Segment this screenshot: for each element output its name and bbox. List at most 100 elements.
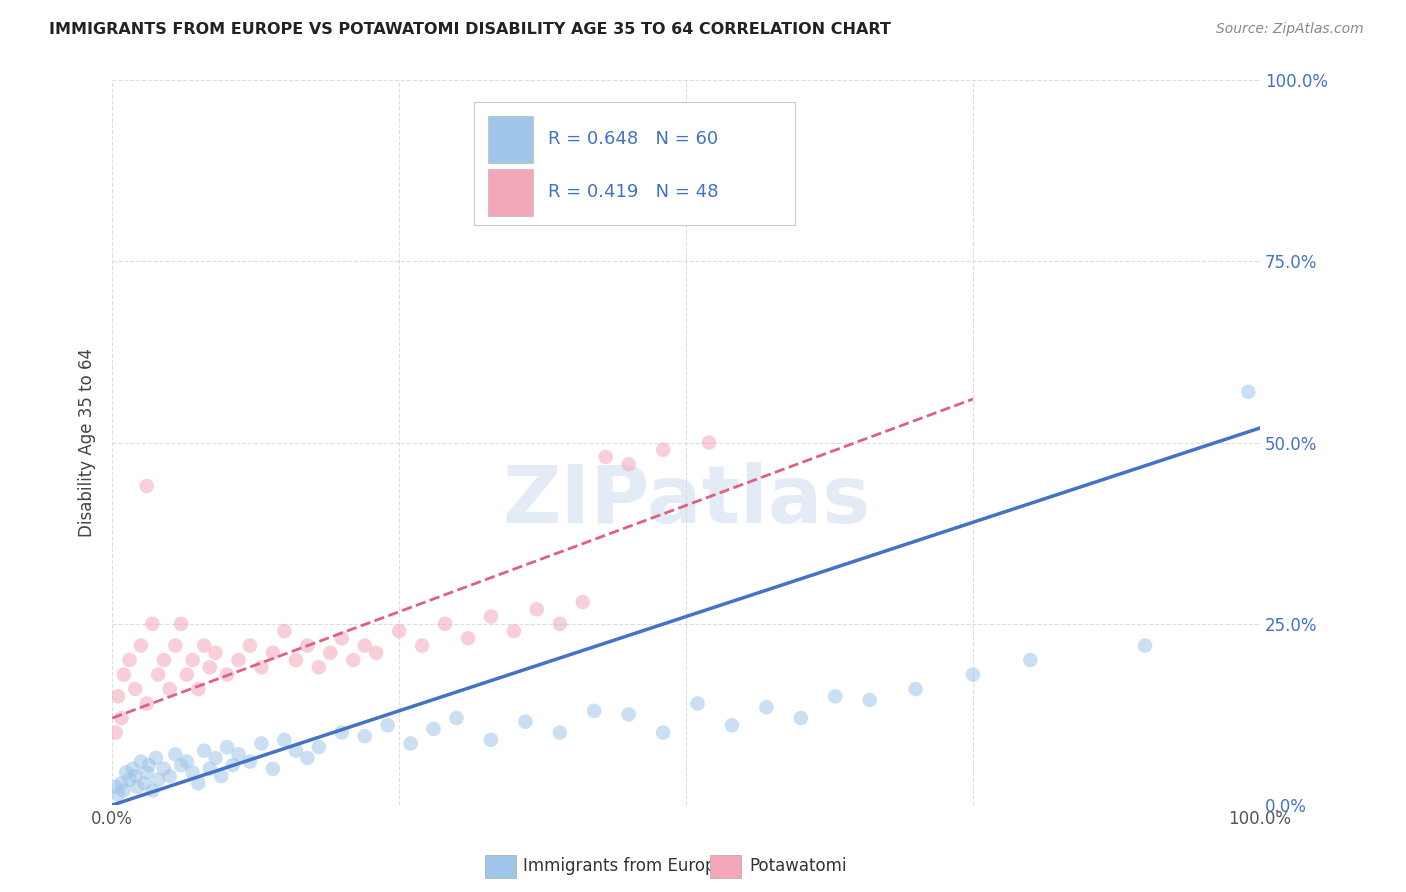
- Y-axis label: Disability Age 35 to 64: Disability Age 35 to 64: [79, 348, 96, 537]
- Point: [141, 783, 163, 797]
- Point: [135, 765, 157, 780]
- Point: [457, 632, 479, 646]
- Point: [297, 639, 319, 653]
- Point: [262, 646, 284, 660]
- Point: [187, 681, 209, 696]
- Point: [198, 660, 221, 674]
- Point: [193, 639, 215, 653]
- Point: [595, 450, 617, 464]
- Point: [330, 632, 353, 646]
- Point: [118, 772, 141, 787]
- Point: [129, 755, 152, 769]
- Text: Immigrants from Europe: Immigrants from Europe: [523, 857, 725, 875]
- Point: [342, 653, 364, 667]
- Point: [755, 700, 778, 714]
- Point: [526, 602, 548, 616]
- Point: [107, 787, 129, 801]
- Point: [176, 755, 198, 769]
- Point: [228, 653, 250, 667]
- Point: [686, 697, 709, 711]
- Point: [228, 747, 250, 762]
- Point: [135, 697, 157, 711]
- Point: [284, 744, 307, 758]
- Point: [112, 667, 135, 681]
- Point: [697, 435, 720, 450]
- Point: [239, 639, 262, 653]
- Point: [198, 762, 221, 776]
- Point: [1019, 653, 1042, 667]
- Point: [284, 653, 307, 667]
- Point: [859, 693, 882, 707]
- Point: [330, 725, 353, 739]
- Point: [193, 744, 215, 758]
- Text: Source: ZipAtlas.com: Source: ZipAtlas.com: [1216, 22, 1364, 37]
- Point: [110, 711, 132, 725]
- Point: [721, 718, 744, 732]
- Point: [239, 755, 262, 769]
- Point: [153, 653, 176, 667]
- Point: [583, 704, 606, 718]
- Point: [250, 660, 273, 674]
- Point: [904, 681, 927, 696]
- Point: [262, 762, 284, 776]
- Point: [141, 616, 163, 631]
- Point: [1237, 384, 1260, 399]
- Point: [107, 690, 129, 704]
- Point: [187, 776, 209, 790]
- Point: [215, 667, 238, 681]
- Point: [209, 769, 232, 783]
- Point: [273, 624, 295, 638]
- Point: [153, 762, 176, 776]
- Point: [124, 681, 146, 696]
- Point: [446, 711, 468, 725]
- Point: [503, 624, 526, 638]
- Point: [159, 681, 181, 696]
- Point: [204, 751, 226, 765]
- Point: [138, 758, 160, 772]
- Point: [366, 646, 388, 660]
- Point: [104, 725, 127, 739]
- Point: [617, 707, 640, 722]
- Point: [250, 736, 273, 750]
- Point: [181, 653, 204, 667]
- Text: IMMIGRANTS FROM EUROPE VS POTAWATOMI DISABILITY AGE 35 TO 64 CORRELATION CHART: IMMIGRANTS FROM EUROPE VS POTAWATOMI DIS…: [49, 22, 891, 37]
- Point: [434, 616, 457, 631]
- Point: [548, 725, 571, 739]
- Point: [165, 747, 187, 762]
- Point: [571, 595, 593, 609]
- Point: [297, 751, 319, 765]
- Point: [146, 667, 169, 681]
- Point: [222, 758, 245, 772]
- Point: [134, 776, 156, 790]
- Point: [377, 718, 399, 732]
- Point: [824, 690, 846, 704]
- Point: [308, 660, 330, 674]
- Text: ZIPatlas: ZIPatlas: [502, 461, 870, 540]
- Point: [308, 740, 330, 755]
- Point: [548, 616, 571, 631]
- Point: [129, 639, 152, 653]
- Point: [115, 765, 138, 780]
- Point: [652, 725, 675, 739]
- Point: [204, 646, 226, 660]
- Point: [479, 732, 502, 747]
- Point: [110, 776, 132, 790]
- Point: [112, 783, 135, 797]
- Point: [515, 714, 537, 729]
- Point: [353, 729, 375, 743]
- Point: [790, 711, 813, 725]
- Bar: [488, 116, 533, 163]
- Point: [170, 758, 193, 772]
- Point: [411, 639, 433, 653]
- Point: [319, 646, 342, 660]
- Point: [122, 762, 145, 776]
- Point: [215, 740, 238, 755]
- Point: [170, 616, 193, 631]
- Point: [145, 751, 167, 765]
- Point: [135, 479, 157, 493]
- Text: R = 0.419   N = 48: R = 0.419 N = 48: [548, 184, 718, 202]
- Point: [146, 772, 169, 787]
- Text: R = 0.648   N = 60: R = 0.648 N = 60: [548, 130, 718, 148]
- Point: [181, 765, 204, 780]
- Point: [1133, 639, 1156, 653]
